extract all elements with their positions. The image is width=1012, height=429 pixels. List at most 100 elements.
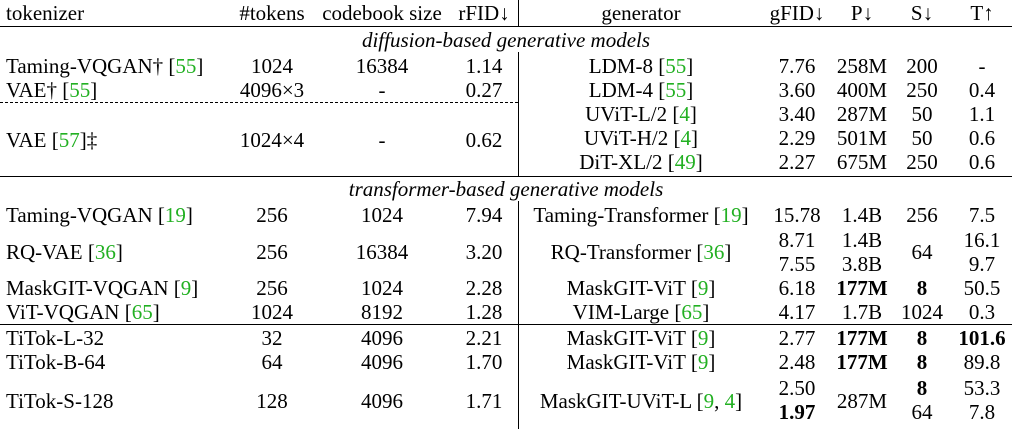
tokenizer-name: Taming-VQGAN [19] <box>6 203 193 227</box>
tokenizer-name: TiTok-B-64 <box>6 350 106 374</box>
throughput-value: 0.4 <box>968 78 996 102</box>
rfid-value: 1.71 <box>465 389 503 413</box>
gfid-value: 2.29 <box>778 126 816 150</box>
params-value: 287M <box>836 102 888 126</box>
codebook-value: 1024 <box>361 203 403 227</box>
generator-name: LDM-4 [55] <box>588 78 694 102</box>
steps-value: 250 <box>906 78 938 102</box>
rfid-value: 1.28 <box>465 300 503 324</box>
gfid-value: 7.76 <box>778 54 816 78</box>
tokens-value: 32 <box>261 326 283 350</box>
params-value: 501M <box>836 126 888 150</box>
params-value: 675M <box>836 150 888 174</box>
codebook-value: 16384 <box>355 54 409 78</box>
tokenizer-name: TiTok-L-32 <box>6 326 105 350</box>
rfid-value: 7.94 <box>465 203 503 227</box>
header-codebook: codebook size <box>322 1 442 25</box>
generator-name: MaskGIT-UViT-L [9, 4] <box>539 389 743 413</box>
header-generator: generator <box>601 1 681 25</box>
generator-name: VIM-Large [65] <box>572 300 710 324</box>
header-params: P↓ <box>850 1 874 25</box>
header-tokens: #tokens <box>239 1 305 25</box>
header-rfid: rFID↓ <box>458 1 510 25</box>
codebook-value: 8192 <box>361 300 403 324</box>
rfid-value: 1.70 <box>465 350 503 374</box>
tokens-value: 1024 <box>251 300 293 324</box>
codebook-value: 1024 <box>361 276 403 300</box>
gfid-value: 7.55 <box>778 252 816 276</box>
steps-value: 64 <box>911 240 933 264</box>
column-divider <box>518 0 519 26</box>
throughput-value: 16.1 <box>963 228 1001 252</box>
rfid-value: 2.21 <box>465 326 503 350</box>
tokens-value: 64 <box>261 350 283 374</box>
throughput-value: 0.6 <box>968 126 996 150</box>
throughput-value: 53.3 <box>963 376 1001 400</box>
codebook-value: 16384 <box>355 240 409 264</box>
header-throughput: T↑ <box>970 1 994 25</box>
tokenizer-name: Taming-VQGAN† [55] <box>6 54 204 78</box>
gfid-value: 2.77 <box>778 326 816 350</box>
tokens-value: 1024×4 <box>239 128 305 152</box>
generator-name: DiT-XL/2 [49] <box>579 150 703 174</box>
tokenizer-name: RQ-VAE [36] <box>6 240 123 264</box>
generator-name: UViT-L/2 [4] <box>585 102 697 126</box>
params-value: 1.4B <box>841 228 883 252</box>
codebook-value: - <box>378 78 386 102</box>
steps-value: 50 <box>911 102 933 126</box>
tokens-value: 256 <box>256 240 288 264</box>
params-value: 3.8B <box>841 252 883 276</box>
rfid-value: 0.27 <box>465 78 503 102</box>
throughput-value: 101.6 <box>958 326 1006 350</box>
steps-value: 200 <box>906 54 938 78</box>
gfid-value: 4.17 <box>778 300 816 324</box>
gfid-value: 15.78 <box>773 203 821 227</box>
generator-name: MaskGIT-ViT [9] <box>566 350 716 374</box>
throughput-value: 0.6 <box>968 150 996 174</box>
tokens-value: 1024 <box>251 54 293 78</box>
header-rule <box>0 26 1012 27</box>
tokens-value: 256 <box>256 203 288 227</box>
steps-value: 250 <box>906 150 938 174</box>
steps-value: 1024 <box>901 300 943 324</box>
titok-rule <box>0 324 1012 325</box>
rfid-value: 0.62 <box>465 128 503 152</box>
tokenizer-name: VAE [57]‡ <box>6 128 98 152</box>
gfid-value: 1.97 <box>778 400 816 424</box>
tokenizer-name: TiTok-S-128 <box>6 389 114 413</box>
codebook-value: 4096 <box>361 350 403 374</box>
header-gfid: gFID↓ <box>769 1 825 25</box>
column-divider <box>518 52 519 176</box>
throughput-value: 0.3 <box>968 300 996 324</box>
generator-name: UViT-H/2 [4] <box>583 126 699 150</box>
generator-name: MaskGIT-ViT [9] <box>566 326 716 350</box>
gfid-value: 8.71 <box>778 228 816 252</box>
generator-name: MaskGIT-ViT [9] <box>566 276 716 300</box>
steps-value: 50 <box>911 126 933 150</box>
section-rule <box>0 176 1012 177</box>
steps-value: 64 <box>911 400 933 424</box>
codebook-value: - <box>378 128 386 152</box>
steps-value: 8 <box>916 276 928 300</box>
steps-value: 8 <box>916 350 928 374</box>
tokenizer-name: VAE† [55] <box>6 78 98 102</box>
params-value: 177M <box>836 326 888 350</box>
section-title-transformer: transformer-based generative models <box>348 177 664 201</box>
params-value: 287M <box>836 389 888 413</box>
params-value: 1.7B <box>841 300 883 324</box>
tokens-value: 256 <box>256 276 288 300</box>
rfid-value: 1.14 <box>465 54 503 78</box>
params-value: 258M <box>836 54 888 78</box>
throughput-value: 1.1 <box>968 102 996 126</box>
rfid-value: 2.28 <box>465 276 503 300</box>
generator-name: RQ-Transformer [36] <box>550 240 732 264</box>
tokens-value: 4096×3 <box>239 78 305 102</box>
tokenizer-name: ViT-VQGAN [65] <box>6 300 160 324</box>
params-value: 177M <box>836 276 888 300</box>
header-steps: S↓ <box>910 1 934 25</box>
generator-name: Taming-Transformer [19] <box>533 203 749 227</box>
rfid-value: 3.20 <box>465 240 503 264</box>
section-title-diffusion: diffusion-based generative models <box>361 28 651 52</box>
params-value: 400M <box>836 78 888 102</box>
throughput-value: 9.7 <box>968 252 996 276</box>
